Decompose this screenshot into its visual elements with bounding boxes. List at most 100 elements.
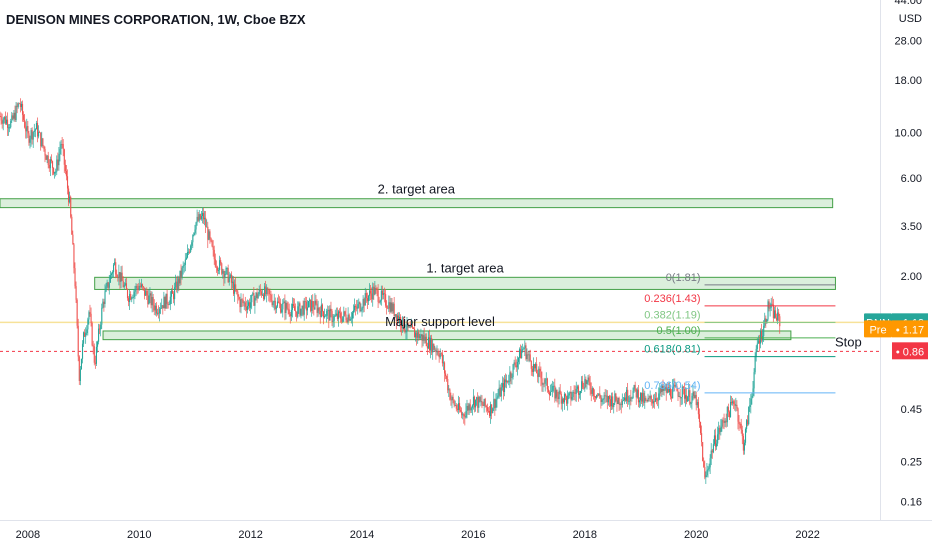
candle [646, 399, 648, 403]
candle-body [388, 302, 390, 309]
candle [458, 397, 461, 413]
candle [583, 382, 585, 390]
candle-body [690, 402, 692, 404]
candle-body [520, 349, 522, 359]
candle-body [743, 442, 746, 451]
candle-body [244, 302, 246, 307]
candle [399, 312, 401, 327]
fib-level[interactable]: 0(1.81) [666, 272, 836, 286]
candle [708, 463, 710, 472]
candle [214, 253, 216, 268]
candle [752, 380, 754, 398]
candle [503, 375, 506, 397]
candle-body [423, 335, 425, 341]
candle [156, 308, 159, 316]
candle [247, 300, 250, 310]
candle [59, 141, 61, 162]
candle-body [645, 397, 647, 400]
candle [211, 239, 213, 248]
candle-body [530, 360, 532, 369]
fib-level[interactable]: 0.618(0.81) [644, 344, 836, 358]
candle-body [488, 410, 491, 417]
candle-body [81, 343, 84, 359]
candle-body [242, 299, 244, 303]
candle-body [110, 273, 112, 276]
candle-body [599, 393, 601, 398]
price-badge[interactable]: Pre • 1.17 [864, 320, 928, 338]
candle-body [331, 311, 333, 322]
candle-body [160, 308, 162, 310]
fib-level[interactable]: 0.236(1.43) [644, 293, 836, 307]
candle [115, 258, 117, 279]
candle-body [221, 263, 223, 274]
candle-body [135, 285, 137, 290]
zone-rect[interactable] [0, 198, 834, 209]
badge-value-bg[interactable] [892, 320, 928, 338]
candle-body [231, 281, 234, 283]
candle-body [732, 401, 734, 404]
candle-body [38, 132, 40, 137]
candle [305, 296, 307, 319]
candle-body [125, 283, 127, 290]
target-zone[interactable] [0, 198, 834, 209]
price-badge[interactable]: • 0.86 [892, 342, 928, 360]
candle [676, 383, 678, 392]
candle [300, 308, 302, 319]
candle-body [626, 389, 628, 401]
zone-rect[interactable] [94, 276, 836, 290]
candle-body [578, 393, 581, 395]
candle-body [158, 312, 160, 314]
candle-body [3, 116, 5, 120]
candle [704, 460, 706, 480]
candle [60, 140, 62, 155]
candle-body [312, 300, 314, 308]
target-zone[interactable] [102, 330, 792, 341]
candle-body [642, 392, 644, 402]
candle [498, 380, 500, 399]
candle [431, 334, 433, 356]
chart-title: DENISON MINES CORPORATION, 1W, Cboe BZX [6, 12, 306, 27]
candle [615, 392, 617, 402]
candle [674, 378, 676, 391]
candle [92, 340, 94, 355]
candle [403, 316, 405, 332]
candle-body [393, 303, 395, 317]
candle-body [20, 103, 23, 108]
candle [348, 313, 350, 322]
candle [462, 412, 464, 420]
candle-body [15, 105, 17, 121]
candle [563, 392, 566, 410]
candle [78, 355, 80, 385]
candle-body [625, 397, 627, 401]
candle [421, 334, 423, 348]
candle-body [271, 300, 273, 306]
candle-body [485, 405, 487, 408]
fib-level[interactable]: 0.786(0.54) [644, 380, 836, 394]
candle-body [725, 420, 727, 423]
badge-ticker-bg[interactable] [864, 320, 892, 338]
fib-level[interactable]: 0.5(1.00) [657, 325, 836, 339]
candle [647, 393, 649, 403]
target-zone[interactable] [94, 276, 836, 290]
candle [337, 309, 340, 327]
candle-body [705, 475, 707, 478]
zone-rect[interactable] [102, 330, 792, 341]
candle-body [482, 404, 484, 406]
candle [379, 299, 381, 305]
candle [709, 454, 711, 474]
candle-body [437, 350, 439, 355]
candle [320, 298, 322, 318]
candle-body [184, 259, 186, 265]
candle-body [421, 334, 423, 341]
fib-level[interactable]: 0.382(1.19) [644, 309, 836, 323]
candle-body [739, 423, 741, 425]
candle [372, 282, 374, 307]
candle-body [236, 290, 238, 292]
candle [144, 287, 146, 300]
badge-value-bg[interactable] [892, 342, 928, 360]
candle [287, 301, 289, 315]
candle [75, 281, 77, 303]
candle [259, 284, 261, 296]
